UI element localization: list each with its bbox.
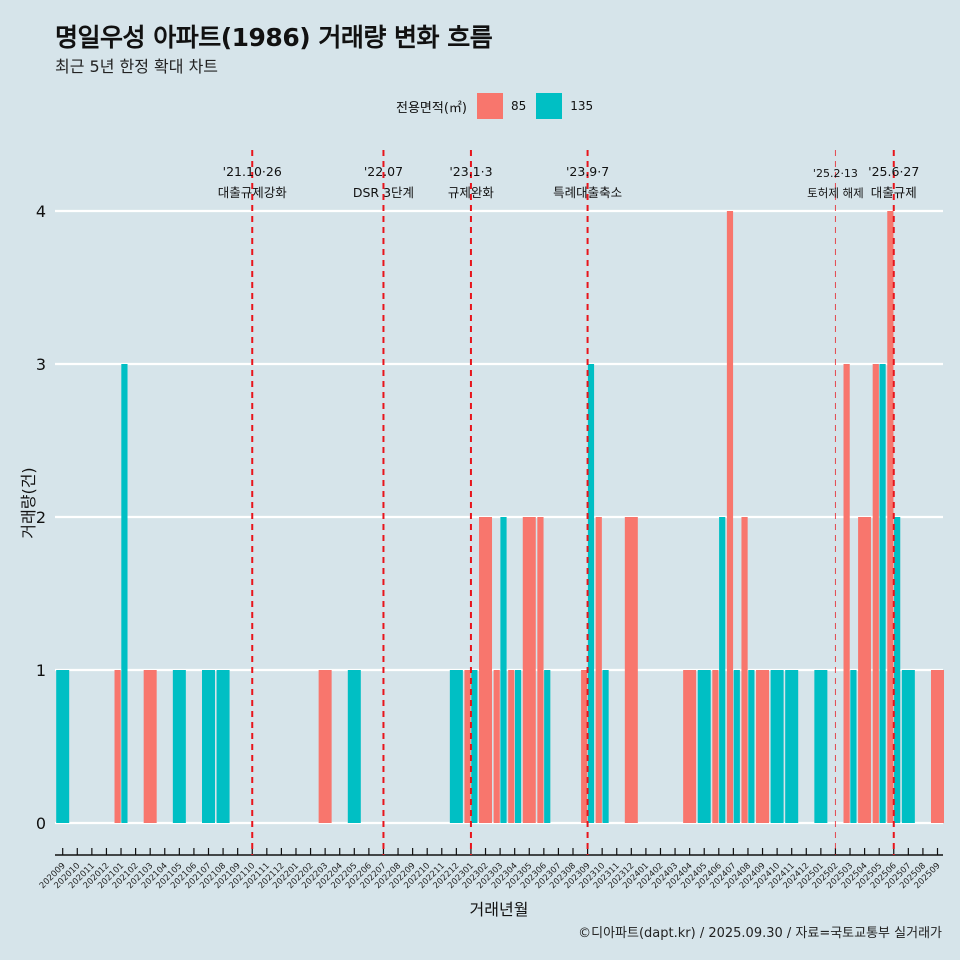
bar-85 (843, 364, 850, 823)
event-date: '22.07 (364, 164, 403, 179)
event-label: 토허제 해제 (807, 186, 864, 200)
event-date: '21.10·26 (223, 164, 282, 179)
bar-85 (726, 211, 734, 823)
y-axis-title: 거래량(건) (19, 467, 38, 538)
bar-135 (748, 670, 755, 823)
bar-135 (449, 670, 463, 823)
bar-135 (894, 517, 901, 823)
event-label: 대출규제 (871, 185, 917, 200)
legend: 전용면적(㎡) 85 135 (396, 93, 593, 119)
event-date: '25.2·13 (813, 167, 858, 180)
y-tick-label: 0 (36, 814, 46, 833)
bar-85 (143, 670, 157, 823)
chart-title: 명일우성 아파트(1986) 거래량 변화 흐름 (55, 23, 493, 52)
legend-swatch-85 (476, 93, 503, 119)
bar-135 (544, 670, 551, 823)
bar-135 (814, 670, 828, 823)
bar-85 (756, 670, 770, 823)
bar-135 (879, 364, 886, 823)
bar-85 (479, 517, 493, 823)
bar-135 (587, 364, 595, 823)
y-tick-label: 4 (36, 202, 46, 221)
bar-85 (537, 517, 544, 823)
bar-135 (770, 670, 784, 823)
bar-85 (683, 670, 697, 823)
bar-135 (172, 670, 186, 823)
bar-85 (931, 670, 944, 823)
bar-135 (901, 670, 915, 823)
x-axis-title: 거래년월 (470, 900, 529, 919)
bar-85 (318, 670, 332, 823)
bar-85 (624, 517, 638, 823)
bar-85 (858, 517, 872, 823)
event-date: '25.6·27 (868, 164, 919, 179)
bar-135 (602, 670, 609, 823)
bar-85 (464, 670, 471, 823)
caption: ©디아파트(dapt.kr) / 2025.09.30 / 자료=국토교통부 실… (578, 926, 942, 941)
event-label: DSR 3단계 (353, 185, 414, 200)
legend-title: 전용면적(㎡) (396, 100, 467, 116)
bar-135 (500, 517, 507, 823)
bar-85 (508, 670, 515, 823)
bar-135 (785, 670, 799, 823)
chart-subtitle: 최근 5년 한정 확대 차트 (55, 57, 219, 76)
bar-135 (347, 670, 361, 823)
bar-85 (522, 517, 536, 823)
bar-135 (719, 517, 726, 823)
bar-135 (850, 670, 857, 823)
event-date: '23.9·7 (566, 164, 609, 179)
bar-85 (493, 670, 500, 823)
bar-135 (202, 670, 215, 823)
bar-135 (514, 670, 522, 823)
bar-135 (56, 670, 70, 823)
event-label: 규제완화 (448, 185, 495, 200)
event-label: 대출규제강화 (218, 185, 288, 200)
legend-swatch-135 (536, 93, 563, 119)
legend-label-135: 135 (570, 99, 594, 113)
bar-135 (121, 364, 128, 823)
bar-135 (733, 670, 740, 823)
bar-85 (872, 364, 879, 823)
legend-label-85: 85 (510, 99, 527, 113)
bar-85 (741, 517, 748, 823)
bar-85 (114, 670, 121, 823)
bar-85 (712, 670, 719, 823)
event-date: '23.1·3 (449, 164, 492, 179)
bar-85 (581, 670, 588, 823)
bar-135 (471, 670, 478, 823)
bar-135 (216, 670, 230, 823)
bar-135 (697, 670, 711, 823)
bar-85 (595, 517, 602, 823)
y-tick-label: 2 (36, 508, 46, 527)
y-tick-label: 1 (36, 661, 46, 680)
y-tick-label: 3 (36, 355, 46, 374)
event-label: 특례대출축소 (553, 185, 622, 200)
bar-85 (887, 211, 894, 823)
